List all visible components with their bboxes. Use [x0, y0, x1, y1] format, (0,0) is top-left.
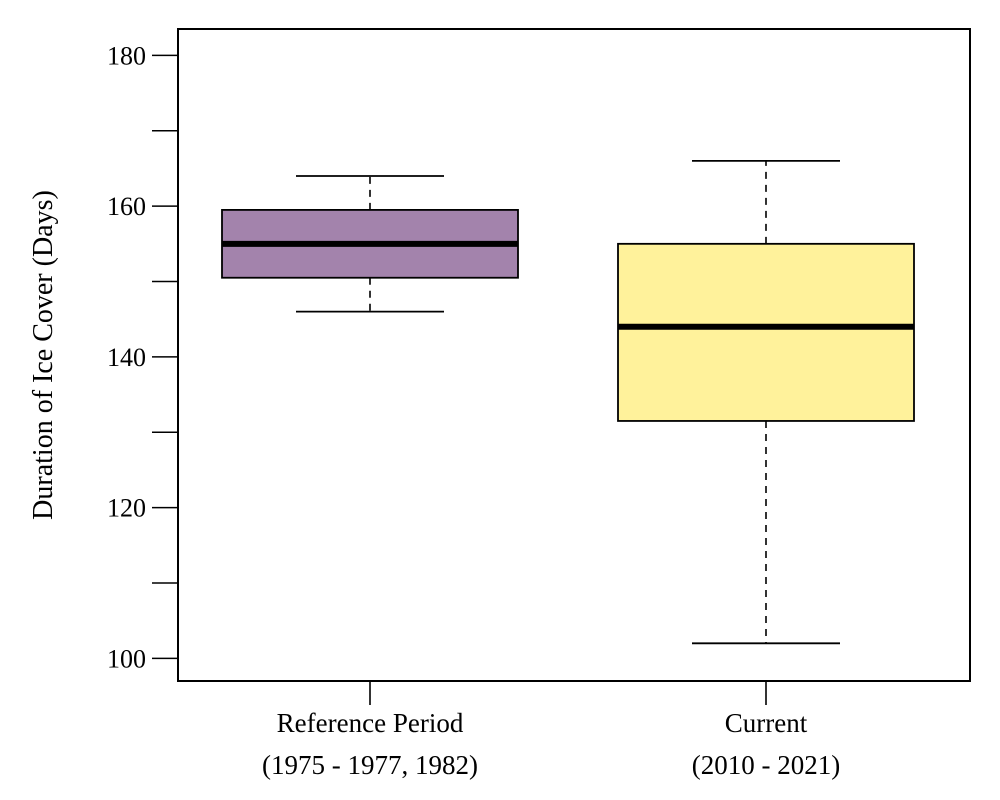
- y-tick-label-100: 100: [107, 644, 146, 673]
- plot-frame: [177, 28, 971, 682]
- y-axis: 100 120 140 160 180: [107, 41, 178, 673]
- category-label-1-line1: Reference Period: [277, 708, 464, 738]
- y-tick-label-140: 140: [107, 343, 146, 372]
- category-label-2-line1: Current: [725, 708, 808, 738]
- y-axis-title: Duration of Ice Cover (Days): [28, 190, 59, 520]
- box-2: [617, 160, 915, 645]
- y-tick-label-120: 120: [107, 494, 146, 523]
- category-label-2-line2: (2010 - 2021): [692, 750, 840, 780]
- box-1: [221, 175, 519, 313]
- x-axis: Reference Period (1975 - 1977, 1982) Curre…: [262, 681, 840, 780]
- category-label-1-line2: (1975 - 1977, 1982): [262, 750, 478, 780]
- y-tick-label-160: 160: [107, 192, 146, 221]
- y-tick-label-180: 180: [107, 41, 146, 70]
- boxes: [221, 160, 915, 645]
- iqr-box-2: [617, 242, 915, 422]
